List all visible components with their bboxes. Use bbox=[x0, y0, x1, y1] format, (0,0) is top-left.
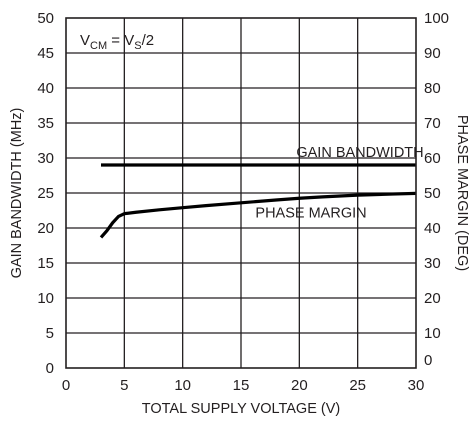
plot-series bbox=[99, 163, 417, 239]
series-label-phase-margin: PHASE MARGIN bbox=[255, 205, 366, 221]
annotation-vcm: VCM = VS/2 bbox=[80, 32, 154, 52]
y-tick-label: 30 bbox=[37, 150, 54, 167]
y2-tick-label: 0 bbox=[424, 352, 432, 369]
y2-tick-label: 80 bbox=[424, 80, 441, 97]
y-tick-label: 50 bbox=[37, 10, 54, 27]
x-tick-label: 5 bbox=[120, 377, 128, 394]
y-tick-label: 15 bbox=[37, 255, 54, 272]
y2-axis-ticks: 0 10 20 30 40 50 60 70 80 90 100 bbox=[424, 10, 449, 369]
y-tick-label: 25 bbox=[37, 185, 54, 202]
x-tick-label: 25 bbox=[349, 377, 366, 394]
y2-tick-label: 90 bbox=[424, 45, 441, 62]
y2-tick-label: 30 bbox=[424, 255, 441, 272]
y-tick-label: 35 bbox=[37, 115, 54, 132]
y2-tick-label: 20 bbox=[424, 290, 441, 307]
y-tick-label: 0 bbox=[46, 360, 54, 377]
x-tick-label: 10 bbox=[174, 377, 191, 394]
y-tick-label: 10 bbox=[37, 290, 54, 307]
y2-tick-label: 70 bbox=[424, 115, 441, 132]
y-axis-ticks: 0 5 10 15 20 25 30 35 40 45 50 bbox=[37, 10, 54, 377]
plot-frame bbox=[65, 17, 417, 369]
y2-tick-label: 100 bbox=[424, 10, 449, 27]
y-axis-label: GAIN BANDWIDTH (MHz) bbox=[9, 108, 25, 279]
y2-tick-label: 40 bbox=[424, 220, 441, 237]
y2-tick-label: 50 bbox=[424, 185, 441, 202]
y-tick-label: 40 bbox=[37, 80, 54, 97]
x-tick-label: 30 bbox=[408, 377, 425, 394]
y-tick-label: 20 bbox=[37, 220, 54, 237]
series-line-phase-margin bbox=[99, 191, 417, 239]
y2-axis-label: PHASE MARGIN (DEG) bbox=[454, 115, 470, 271]
x-tick-label: 0 bbox=[62, 377, 70, 394]
y2-tick-label: 60 bbox=[424, 150, 441, 167]
series-label-gain-bandwidth: GAIN BANDWIDTH bbox=[296, 145, 423, 161]
x-tick-label: 20 bbox=[291, 377, 308, 394]
grid bbox=[66, 18, 416, 368]
x-axis-ticks: 0 5 10 15 20 25 30 bbox=[62, 377, 425, 394]
y-tick-label: 5 bbox=[46, 325, 54, 342]
y-tick-label: 45 bbox=[37, 45, 54, 62]
x-axis-label: TOTAL SUPPLY VOLTAGE (V) bbox=[142, 401, 341, 417]
x-tick-label: 15 bbox=[233, 377, 250, 394]
y2-tick-label: 10 bbox=[424, 325, 441, 342]
